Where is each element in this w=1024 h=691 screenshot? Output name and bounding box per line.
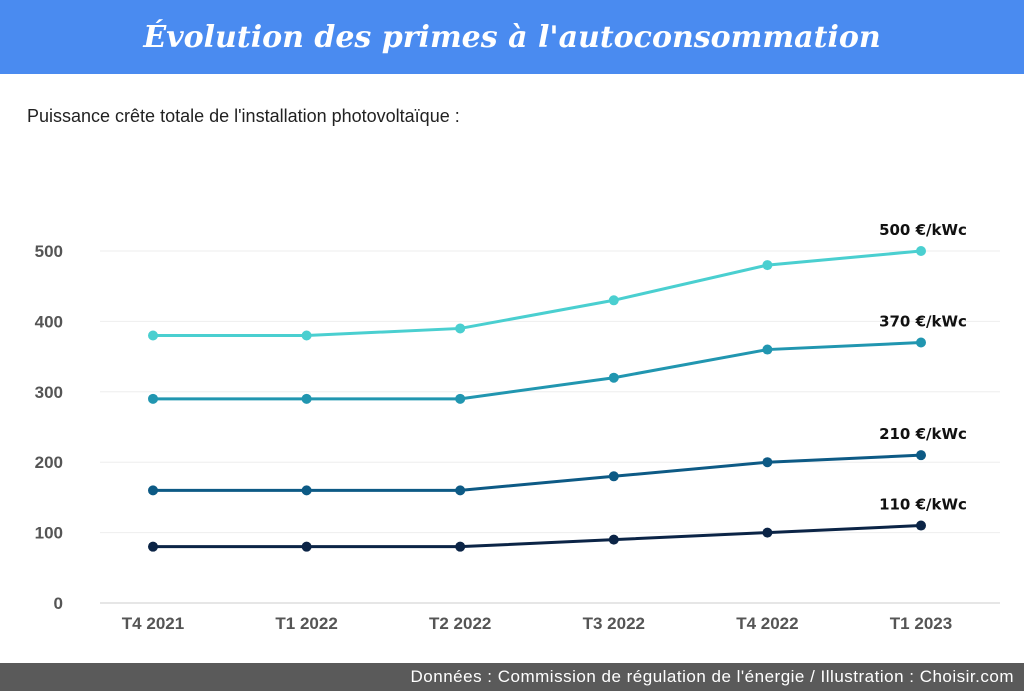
x-tick-label: T3 2022 (583, 614, 645, 633)
end-label-3: 110 €/kWc (879, 496, 967, 514)
data-point (148, 393, 158, 404)
end-label-2: 210 €/kWc (879, 425, 967, 443)
series-line-3 (153, 524, 922, 549)
data-point (762, 457, 773, 468)
legend-item-0: ≤ 3 kWc (108, 138, 177, 159)
data-point (762, 260, 773, 271)
x-tick-label: T4 2021 (122, 614, 184, 633)
data-point (455, 541, 466, 552)
data-point (608, 534, 619, 545)
data-point (301, 330, 312, 341)
data-point (608, 295, 619, 306)
data-point (916, 450, 926, 461)
y-tick-label: 200 (35, 453, 63, 472)
data-point (455, 393, 466, 404)
data-point (916, 520, 926, 531)
series-line-2 (153, 453, 922, 492)
title-banner: Évolution des primes à l'autoconsommatio… (0, 0, 1024, 74)
data-point (301, 541, 312, 552)
x-tick-label: T1 2022 (275, 614, 337, 633)
data-point (455, 323, 466, 334)
line-chart: 0 100 200 300 400 500 T4 2021 T1 2022 T2 2022 T3 … (35, 221, 1000, 633)
data-point (148, 541, 158, 552)
legend-item-2: > 9 kWc et ≤ 36 kWc (545, 138, 720, 159)
data-point (608, 471, 619, 482)
legend-item-1: > 3 kWc et ≤ 9 kWc (306, 138, 472, 159)
x-tick-label: T4 2022 (736, 614, 798, 633)
data-point (148, 485, 158, 496)
legend-title: Puissance crête totale de l'installation… (27, 106, 460, 126)
legend-item-3: > 36 kWc et ≤ 100 kWc (780, 138, 977, 159)
data-point (301, 485, 312, 496)
data-point (301, 393, 312, 404)
series-line-1 (153, 341, 922, 401)
y-tick-label: 400 (35, 312, 63, 331)
data-point (762, 527, 773, 538)
data-point (762, 344, 773, 355)
y-tick-label: 100 (35, 524, 63, 543)
source-footer: Données : Commission de régulation de l'… (0, 663, 1024, 691)
y-tick-label: 300 (35, 383, 63, 402)
data-point (916, 246, 926, 256)
end-label-1: 370 €/kWc (879, 313, 967, 331)
end-label-0: 500 €/kWc (879, 221, 967, 239)
data-point (455, 485, 466, 496)
y-tick-label: 0 (54, 594, 63, 613)
data-point (916, 337, 926, 348)
x-tick-label: T2 2022 (429, 614, 491, 633)
data-point (608, 372, 619, 383)
series-line-0 (153, 249, 922, 337)
x-tick-label: T1 2023 (890, 614, 952, 633)
y-tick-label: 500 (35, 242, 63, 261)
data-point (148, 330, 158, 341)
